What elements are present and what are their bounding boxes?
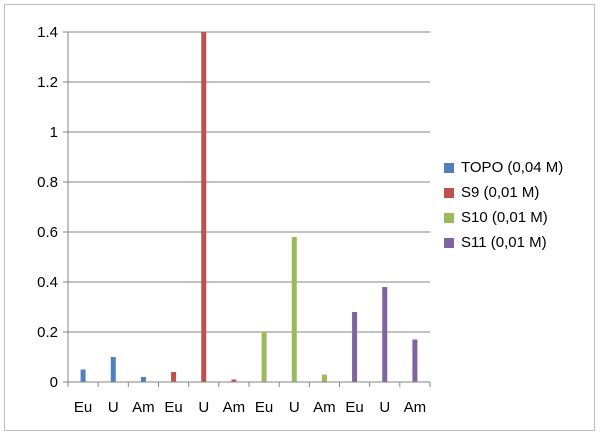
y-tick-label: 0.8 xyxy=(37,174,58,191)
x-tick-label: Eu xyxy=(345,399,363,416)
legend-item: S10 (0,01 M) xyxy=(444,205,563,230)
bar xyxy=(412,339,418,382)
x-tick-label: Eu xyxy=(255,399,273,416)
bar xyxy=(140,377,146,382)
y-tick-label: 1.2 xyxy=(37,74,58,91)
y-tick-label: 0.6 xyxy=(37,224,58,241)
legend-label: S10 (0,01 M) xyxy=(461,209,548,226)
x-tick-label: Am xyxy=(132,399,155,416)
legend-label: TOPO (0,04 M) xyxy=(461,159,564,176)
chart-frame xyxy=(4,4,595,431)
bars xyxy=(80,32,418,382)
legend-swatch xyxy=(444,237,454,248)
x-tick-label: Eu xyxy=(74,399,92,416)
y-tick-label: 1.4 xyxy=(37,24,58,41)
bar xyxy=(321,374,327,382)
y-tick-label: 0 xyxy=(50,374,58,391)
bar xyxy=(171,372,177,382)
legend-item: S9 (0,01 M) xyxy=(444,180,563,205)
x-axis-tick-labels: Eu U Am Eu U Am Eu U Am Eu U Am xyxy=(74,399,426,416)
gridlines xyxy=(63,31,430,383)
legend-label: S11 (0,01 M) xyxy=(461,234,547,251)
bar xyxy=(382,287,388,382)
y-tick-label: 1 xyxy=(50,124,58,141)
legend-item: TOPO (0,04 M) xyxy=(444,155,563,180)
bar xyxy=(352,312,358,382)
x-tick-label: Eu xyxy=(164,399,182,416)
x-tick-label: Am xyxy=(404,399,427,416)
x-tick-label: U xyxy=(198,399,209,416)
x-tick-label: U xyxy=(289,399,300,416)
bar xyxy=(110,357,116,382)
legend: TOPO (0,04 M) S9 (0,01 M) S10 (0,01 M) S11 … xyxy=(444,155,563,255)
bar xyxy=(231,379,237,382)
x-tick-label: Am xyxy=(223,399,246,416)
bar xyxy=(261,332,267,382)
legend-item: S11 (0,01 M) xyxy=(444,230,563,255)
legend-swatch xyxy=(444,162,454,173)
legend-swatch xyxy=(444,212,454,223)
legend-swatch xyxy=(444,187,454,198)
bar xyxy=(201,32,207,382)
x-tick-label: U xyxy=(379,399,390,416)
x-tick-label: Am xyxy=(313,399,336,416)
axes xyxy=(67,32,431,387)
bar xyxy=(80,369,86,382)
x-tick-label: U xyxy=(108,399,119,416)
legend-label: S9 (0,01 M) xyxy=(461,184,540,201)
y-tick-label: 0.2 xyxy=(37,324,58,341)
y-tick-label: 0.4 xyxy=(37,274,58,291)
bar xyxy=(291,237,297,382)
y-axis-tick-labels: 0 0.2 0.4 0.6 0.8 1 1.2 1.4 xyxy=(37,24,58,391)
